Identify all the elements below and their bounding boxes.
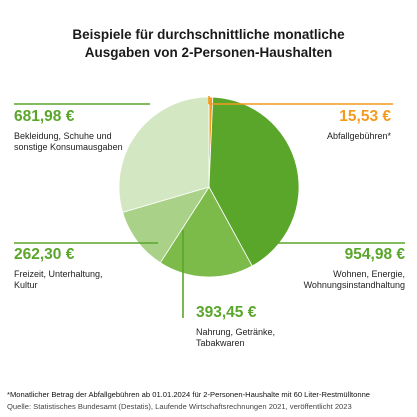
label-wohnen: 954,98 € Wohnen, Energie, Wohnungsinstan… <box>304 246 405 291</box>
label-bekleidung: 681,98 € Bekleidung, Schuhe und sonstige… <box>14 108 123 153</box>
chart-title: Beispiele für durchschnittliche monatlic… <box>0 26 417 62</box>
desc-abfall-line-1: Abfallgebühren* <box>326 131 391 141</box>
chart-title-line-1: Beispiele für durchschnittliche monatlic… <box>72 27 345 42</box>
desc-nahrung: Nahrung, Getränke, Tabakwaren <box>196 327 275 349</box>
desc-bekleidung: Bekleidung, Schuhe und sonstige Konsumau… <box>14 131 123 153</box>
desc-wohnen-line-2: Wohnungsinstandhaltung <box>303 280 405 290</box>
desc-freizeit-line-2: Kultur <box>14 280 38 290</box>
value-wohnen: 954,98 € <box>344 246 405 263</box>
source-note: Quelle: Statistisches Bundesamt (Destati… <box>7 402 352 411</box>
desc-wohnen-line-1: Wohnen, Energie, <box>333 269 405 279</box>
value-bekleidung: 681,98 € <box>14 108 75 125</box>
value-freizeit: 262,30 € <box>14 246 75 263</box>
desc-abfall: Abfallgebühren* <box>327 131 391 142</box>
pie-slice-bekleidung <box>118 96 210 213</box>
label-freizeit: 262,30 € Freizeit, Unterhaltung, Kultur <box>14 246 103 291</box>
value-nahrung: 393,45 € <box>196 304 257 321</box>
label-nahrung: 393,45 € Nahrung, Getränke, Tabakwaren <box>196 304 275 349</box>
value-abfall: 15,53 € <box>339 108 391 125</box>
pie-slice-wohnen <box>208 96 300 267</box>
desc-bekleidung-line-2: sonstige Konsumausgaben <box>14 142 123 152</box>
desc-wohnen: Wohnen, Energie, Wohnungsinstandhaltung <box>304 269 405 291</box>
footnote: *Monatlicher Betrag der Abfallgebühren a… <box>7 390 371 399</box>
desc-bekleidung-line-1: Bekleidung, Schuhe und <box>14 131 112 141</box>
desc-nahrung-line-1: Nahrung, Getränke, <box>196 327 276 337</box>
pie-slices <box>118 96 300 278</box>
leader-lines <box>14 96 405 318</box>
chart-title-line-2: Ausgaben von 2-Personen-Haushalten <box>84 45 333 60</box>
desc-freizeit-line-1: Freizeit, Unterhaltung, <box>14 269 103 279</box>
label-abfall: 15,53 € Abfallgebühren* <box>327 108 391 142</box>
desc-freizeit: Freizeit, Unterhaltung, Kultur <box>14 269 103 291</box>
desc-nahrung-line-2: Tabakwaren <box>196 338 245 348</box>
